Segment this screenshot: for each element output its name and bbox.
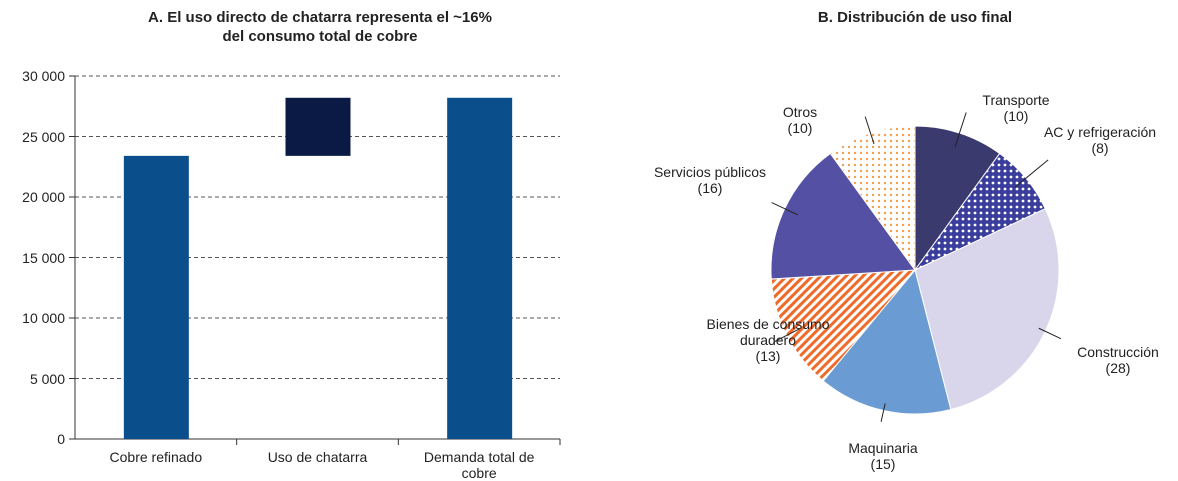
pie-label-name: Otros (782, 104, 818, 120)
x-tick-label: Uso de chatarra (267, 449, 368, 465)
pie-label-name: Construcción (1077, 344, 1159, 360)
x-tick-label: Demanda total de cobre (423, 449, 535, 481)
pie-label-value: (13) (755, 348, 781, 364)
leader-line (1038, 327, 1062, 340)
chart-title: del consumo total de cobre (222, 28, 418, 45)
leader-line (954, 112, 967, 147)
pie-label-name: Maquinaria (848, 440, 918, 456)
leader-line (1014, 159, 1049, 188)
leader-line (864, 116, 875, 145)
bar (285, 97, 351, 156)
y-tick-label: 25 000 (22, 128, 65, 145)
x-tick-label: Cobre refinado (109, 449, 203, 465)
pie-label-name: Servicios públicos (653, 164, 767, 180)
y-tick-label: 0 (57, 431, 65, 447)
pie-label: Construcción (28) (1048, 344, 1178, 376)
pie-label-value: (10) (1003, 108, 1029, 124)
bar (447, 97, 513, 439)
chart-title: A. El uso directo de chatarra representa… (148, 9, 492, 26)
pie-label-value: (15) (870, 456, 896, 472)
pie-label: AC y refrigeración (8) (1030, 124, 1170, 156)
pie-label: Bienes de consumo duradero (13) (698, 316, 838, 364)
chart-title: B. Distribución de uso final (817, 9, 1013, 26)
pie-label: Servicios públicos (16) (640, 164, 780, 196)
y-tick-label: 20 000 (22, 189, 65, 205)
bar (123, 155, 189, 440)
pie-label: Otros (10) (730, 104, 870, 136)
pie-label-value: (16) (697, 180, 723, 196)
pie-label-value: (28) (1105, 360, 1131, 376)
leader-line (771, 202, 798, 216)
leader-line (773, 328, 800, 343)
pie-label-value: (10) (787, 120, 813, 136)
y-tick-label: 30 000 (22, 68, 65, 84)
pie-label-name: Transporte (982, 92, 1050, 108)
pie-label-name: AC y refrigeración (1043, 124, 1157, 140)
pie-label: Transporte (10) (946, 92, 1086, 124)
y-tick-label: 15 000 (22, 249, 65, 266)
leader-line (880, 403, 886, 422)
pie-label-name: Bienes de consumo duradero (706, 316, 830, 348)
y-tick-label: 10 000 (22, 310, 65, 326)
pie-label: Maquinaria (15) (813, 440, 953, 472)
pie-label-value: (8) (1091, 140, 1109, 156)
y-tick-label: 5 000 (29, 370, 65, 387)
